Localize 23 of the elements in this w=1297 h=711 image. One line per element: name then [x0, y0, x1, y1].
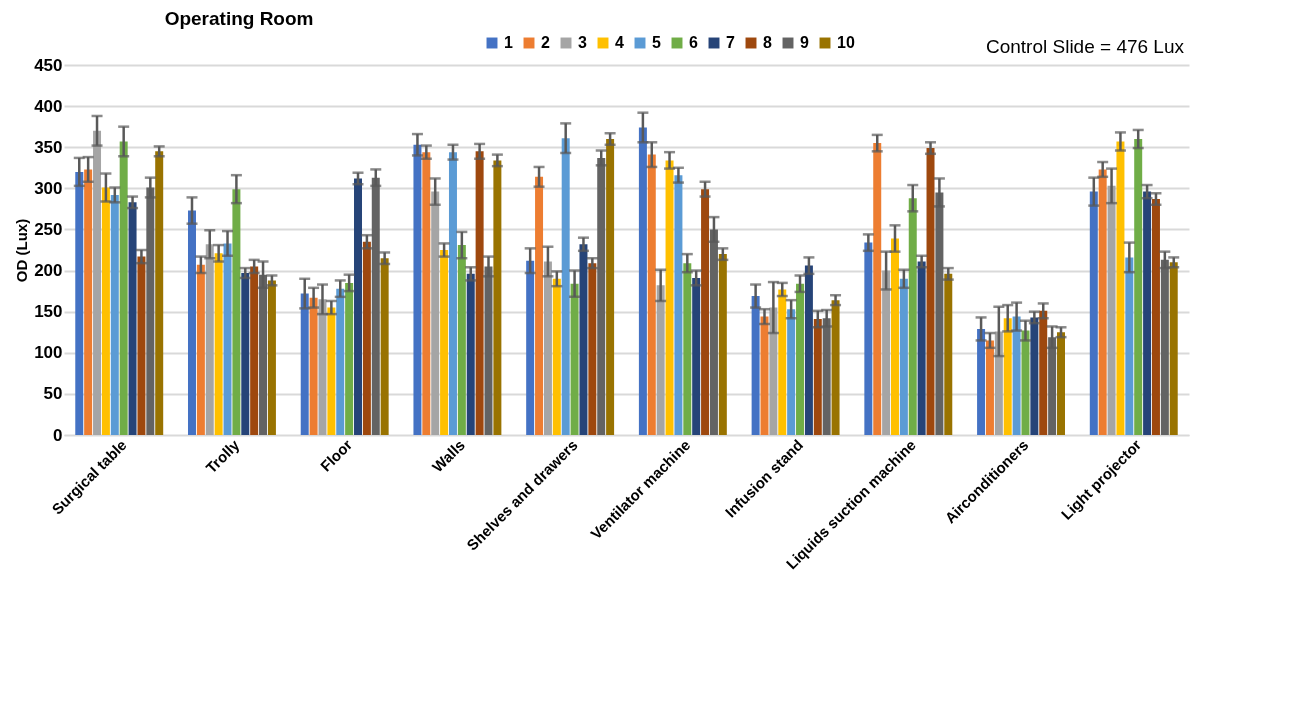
y-tick-label: 200	[34, 261, 63, 281]
legend-label: 2	[541, 34, 550, 51]
y-tick-label: 400	[34, 96, 63, 116]
legend-label: 8	[763, 34, 772, 51]
y-tick-label: 350	[34, 137, 63, 157]
legend-label: 5	[652, 34, 661, 51]
y-tick-label: 150	[34, 302, 63, 322]
y-tick-label: 50	[43, 384, 63, 404]
y-tick-label: 300	[34, 178, 63, 198]
legend-label: 3	[578, 34, 587, 51]
legend-label: 9	[800, 34, 809, 51]
y-axis-title: OD (Lux)	[13, 218, 31, 283]
legend-label: 7	[726, 34, 735, 51]
legend-label: 4	[615, 34, 624, 51]
text: Control Slide = 476 Lux	[985, 36, 1185, 57]
legend-label: 10	[837, 34, 855, 51]
y-tick-label: 0	[53, 425, 63, 445]
legend-label: 6	[689, 34, 698, 51]
y-tick-label: 100	[34, 343, 63, 363]
y-tick-label: 250	[34, 219, 63, 239]
chart-title: Operating Room	[164, 8, 314, 29]
legend-label: 1	[504, 34, 513, 51]
y-tick-label: 450	[34, 55, 63, 75]
